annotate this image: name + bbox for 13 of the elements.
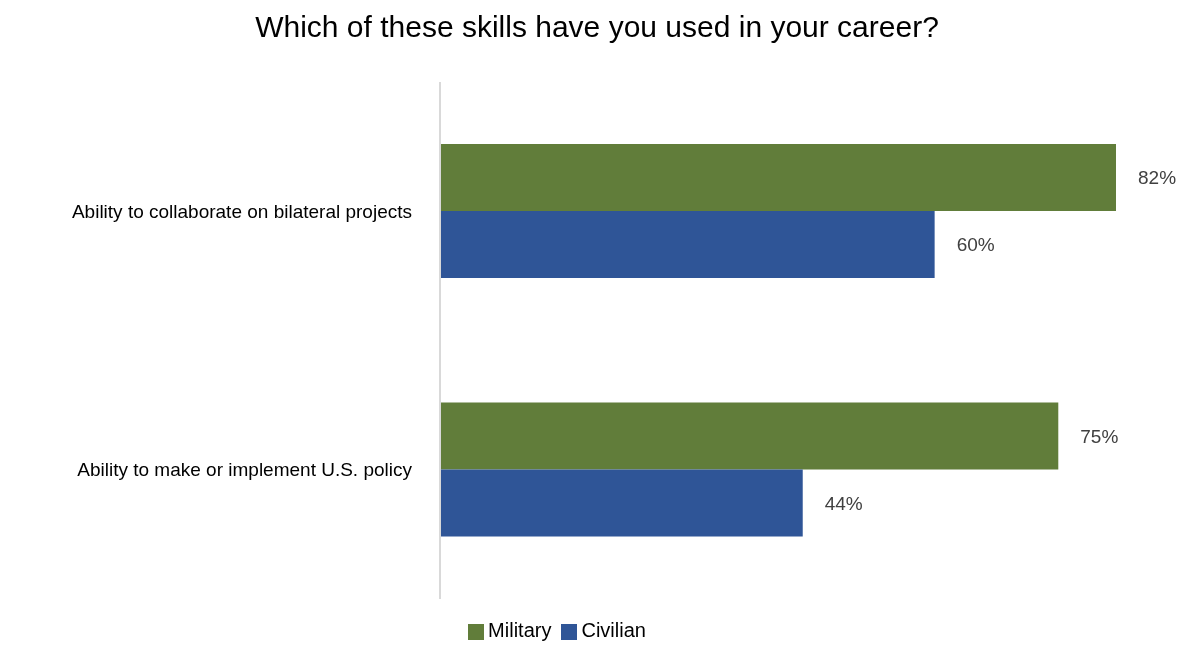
legend-label: Civilian [581,619,646,641]
bar [440,469,803,537]
data-label: 60% [956,234,995,256]
data-label: 75% [1080,425,1119,447]
y-tick-label: Ability to collaborate on bilateral projects [71,200,412,222]
bar [440,402,1059,470]
bar [440,211,935,279]
data-label: 82% [1138,167,1177,189]
y-tick-label: Ability to make or implement U.S. policy [77,459,413,481]
bar [440,144,1116,212]
data-label: 44% [824,492,863,514]
chart-title: Which of these skills have you used in your career? [254,10,940,45]
legend-label: Military [488,619,552,641]
